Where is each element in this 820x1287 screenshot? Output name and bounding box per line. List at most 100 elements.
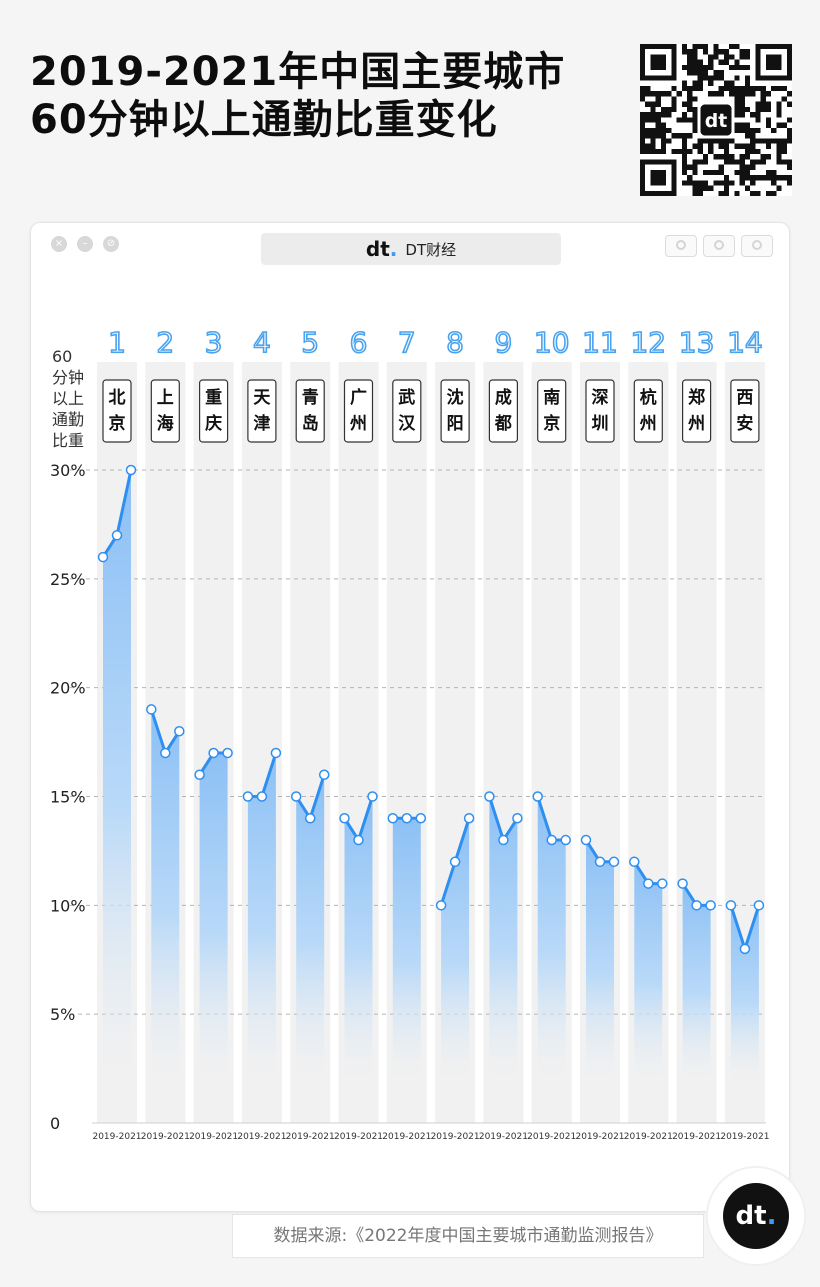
data-point[interactable] [580, 834, 592, 846]
data-point[interactable] [691, 900, 702, 911]
copy-icon[interactable] [741, 235, 773, 257]
data-point[interactable] [725, 900, 737, 911]
x-period-label: 2019-2021 [92, 1132, 141, 1142]
city-area-bar [296, 774, 325, 1083]
city-rank: 12 [630, 326, 666, 359]
data-point[interactable] [242, 791, 254, 802]
data-point[interactable] [463, 813, 475, 824]
data-point[interactable] [125, 464, 137, 476]
city-name: 广州 [349, 387, 367, 434]
y-tick-label: 15% [50, 788, 86, 807]
city-name: 郑州 [687, 387, 705, 434]
data-point[interactable] [146, 704, 157, 715]
dt-badge-icon[interactable]: dt. [708, 1168, 804, 1264]
data-point[interactable] [208, 747, 219, 759]
city-rank: 13 [679, 326, 715, 359]
city-rank: 2 [156, 326, 174, 359]
data-point[interactable] [512, 813, 523, 824]
y-tick-label: 5% [50, 1005, 75, 1024]
close-icon[interactable]: × [51, 236, 67, 252]
minimize-icon[interactable]: – [77, 236, 93, 252]
x-period-label: 2019-2021 [575, 1132, 624, 1142]
data-point[interactable] [401, 813, 413, 824]
city-area-bar [489, 796, 518, 1083]
city-label-box [730, 379, 760, 443]
x-period-label: 2019-2021 [672, 1132, 721, 1142]
city-area-bar [151, 709, 180, 1083]
data-point[interactable] [498, 834, 509, 846]
city-rank: 3 [205, 326, 223, 359]
data-point[interactable] [629, 856, 640, 868]
dt-logo-icon: dt. [365, 237, 398, 261]
city-area-bar [730, 905, 759, 1083]
data-point[interactable] [160, 747, 171, 759]
data-point[interactable] [97, 551, 109, 563]
data-point[interactable] [387, 813, 399, 824]
y-axis-label: 60 [52, 347, 72, 366]
data-point[interactable] [367, 791, 378, 802]
address-bar[interactable]: dt. DT财经 [261, 233, 561, 265]
record-icon[interactable] [665, 235, 697, 257]
city-name: 南京 [543, 387, 560, 434]
city-area-bar [682, 883, 711, 1083]
data-point[interactable] [194, 769, 205, 780]
city-rank: 10 [534, 326, 570, 359]
qr-code-icon[interactable]: dt [640, 44, 792, 196]
city-name: 深圳 [592, 387, 609, 434]
y-tick-label: 20% [50, 679, 86, 698]
city-name: 武汉 [398, 387, 416, 434]
data-point[interactable] [222, 747, 233, 759]
data-point[interactable] [677, 878, 688, 889]
city-name: 北京 [109, 388, 126, 434]
data-point[interactable] [111, 530, 123, 541]
x-period-label: 2019-2021 [334, 1132, 383, 1142]
y-axis-label: 比重 [52, 431, 84, 450]
data-point[interactable] [657, 878, 668, 889]
city-rank: 11 [582, 326, 618, 359]
expand-icon[interactable]: ⊘ [103, 236, 119, 252]
data-point[interactable] [339, 813, 350, 824]
y-tick-label: 30% [50, 461, 86, 480]
x-period-label: 2019-2021 [286, 1132, 335, 1142]
data-point[interactable] [435, 900, 447, 911]
city-name: 杭州 [639, 387, 657, 434]
y-axis-label: 通勤 [52, 410, 84, 429]
data-point[interactable] [270, 747, 282, 759]
share-icon[interactable] [703, 235, 735, 257]
data-point[interactable] [643, 878, 654, 889]
data-point[interactable] [256, 791, 268, 802]
data-source: 数据来源:《2022年度中国主要城市通勤监测报告》 [232, 1214, 704, 1258]
city-area-bar [103, 470, 131, 1083]
data-point[interactable] [304, 813, 316, 824]
data-point[interactable] [449, 856, 461, 868]
city-area-bar [247, 752, 276, 1083]
data-point[interactable] [608, 856, 620, 868]
data-point[interactable] [484, 791, 495, 802]
data-point[interactable] [546, 834, 557, 846]
data-point[interactable] [739, 943, 751, 955]
y-tick-label: 10% [50, 896, 86, 915]
data-point[interactable] [753, 900, 765, 911]
city-label-box [295, 379, 325, 443]
data-point[interactable] [532, 791, 543, 802]
city-area-bar [344, 796, 373, 1083]
city-name: 青岛 [302, 387, 319, 434]
city-label-box [488, 379, 518, 443]
city-rank: 4 [253, 326, 271, 359]
city-rank: 14 [727, 326, 763, 359]
data-point[interactable] [560, 834, 571, 846]
city-label-box [392, 379, 422, 443]
data-point[interactable] [705, 900, 716, 911]
x-period-label: 2019-2021 [189, 1132, 238, 1142]
data-point[interactable] [290, 791, 302, 802]
y-tick-label: 25% [50, 570, 86, 589]
data-point[interactable] [415, 813, 427, 824]
city-label-box [102, 379, 132, 443]
y-axis-label: 分钟 [52, 368, 84, 387]
data-point[interactable] [318, 769, 330, 780]
data-point[interactable] [594, 856, 606, 868]
city-name: 重庆 [205, 387, 222, 434]
data-point[interactable] [174, 725, 185, 737]
data-point[interactable] [353, 834, 364, 846]
